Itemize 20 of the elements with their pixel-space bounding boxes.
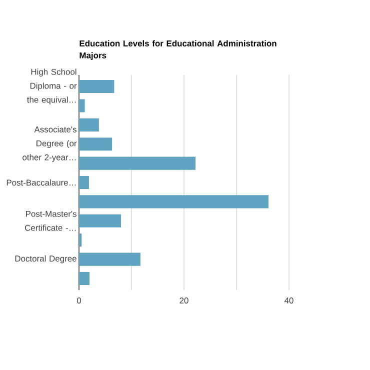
bar <box>79 272 90 286</box>
bar <box>79 138 112 151</box>
x-tick-label: 0 <box>76 298 82 304</box>
bar <box>79 99 85 112</box>
y-tick-label: High School Diploma - or the equival… <box>27 68 77 104</box>
bar <box>79 176 89 190</box>
bar <box>79 80 114 94</box>
bar <box>79 156 196 170</box>
bar <box>79 234 82 247</box>
x-tick-label: 40 <box>284 298 294 304</box>
y-tick-label: Associate's Degree (or other 2-year… <box>22 126 77 162</box>
chart-title: Education Levels for Educational Administration Majors <box>80 40 276 60</box>
bar <box>79 214 121 228</box>
bar <box>79 195 269 208</box>
y-tick-label: Doctoral Degree <box>15 255 76 264</box>
bar <box>79 252 140 266</box>
bar <box>79 118 99 132</box>
y-tick-label: Post-Master's Certificate -… <box>25 210 76 231</box>
y-tick-label: Post-Baccalaure… <box>6 179 76 186</box>
x-tick-label: 20 <box>180 298 188 304</box>
